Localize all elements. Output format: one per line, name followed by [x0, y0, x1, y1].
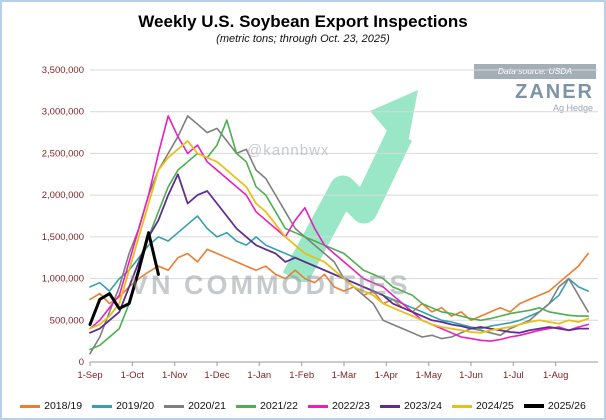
legend-item-2023-24: 2023/24: [379, 400, 442, 412]
series-lines: [88, 115, 590, 355]
y-axis-labels: 0 500,000 1,000,000 1,500,000 2,000,000 2,500…: [42, 65, 84, 368]
series-line-2021-22: [89, 119, 590, 351]
legend-item-2019-20: 2019/20: [92, 400, 154, 412]
series-line-2020-21: [89, 115, 590, 355]
svg-text:0: 0: [79, 357, 84, 368]
zaner-logo: ZANER: [515, 81, 594, 103]
legend-label: 2024/25: [475, 400, 514, 412]
legend-swatch: [92, 404, 113, 408]
svg-text:500,000: 500,000: [50, 315, 84, 326]
legend-item-2024-25: 2024/25: [451, 400, 514, 412]
svg-text:1-Jul: 1-Jul: [503, 370, 524, 381]
legend-label: 2018/19: [44, 400, 83, 412]
legend-item-2018-19: 2018/19: [20, 400, 82, 412]
svg-text:1,500,000: 1,500,000: [42, 232, 84, 243]
legend-label: 2025/26: [547, 400, 586, 412]
svg-text:1-Sep: 1-Sep: [77, 370, 102, 381]
legend-swatch: [308, 404, 328, 408]
data-source-badge: Data source: USDA: [474, 64, 596, 79]
svg-text:1-Dec: 1-Dec: [204, 370, 230, 381]
plot-area: 0 500,000 1,000,000 1,500,000 2,000,000 2,500…: [42, 65, 598, 381]
x-axis-labels: 1-Sep 1-Oct 1-Nov 1-Dec 1-Jan 1-Feb 1-Mar 1-Apr…: [77, 362, 568, 381]
legend-item-2025-26: 2025/26: [523, 400, 586, 412]
legend-item-2022-23: 2022/23: [308, 400, 370, 412]
svg-text:2,000,000: 2,000,000: [42, 190, 84, 201]
series-line-2022-23: [89, 115, 590, 342]
data-source-label: Data source: USDA: [497, 66, 573, 76]
svg-text:3,000,000: 3,000,000: [42, 107, 84, 118]
legend-swatch: [523, 404, 544, 408]
legend-swatch: [164, 404, 185, 408]
legend-label: 2021/22: [260, 400, 298, 412]
svg-text:1-Aug: 1-Aug: [543, 370, 568, 381]
svg-text:2,500,000: 2,500,000: [42, 148, 84, 159]
svg-text:1,000,000: 1,000,000: [42, 274, 84, 285]
series-line-2025-26: [88, 231, 160, 326]
series-line-2018-19: [89, 248, 590, 322]
legend-swatch: [379, 404, 400, 408]
svg-text:1-Jun: 1-Jun: [459, 370, 483, 381]
legend-item-2020-21: 2020/21: [164, 400, 226, 412]
svg-text:1-Mar: 1-Mar: [332, 370, 357, 381]
legend-label: 2022/23: [332, 400, 370, 412]
legend-swatch: [236, 404, 257, 408]
svg-text:3,500,000: 3,500,000: [42, 65, 84, 76]
svg-text:1-Jan: 1-Jan: [247, 370, 271, 381]
chart-legend: 2018/19 2019/20 2020/21 2021/22 2022/23 2023/…: [2, 400, 604, 412]
legend-item-2021-22: 2021/22: [236, 400, 298, 412]
page-title: Weekly U.S. Soybean Export Inspections: [138, 12, 468, 31]
svg-text:1-Apr: 1-Apr: [375, 370, 398, 381]
gridlines: [90, 69, 598, 363]
page-subtitle: (metric tons; through Oct. 23, 2025): [216, 33, 390, 45]
svg-text:1-Feb: 1-Feb: [289, 370, 314, 381]
legend-label: 2020/21: [188, 400, 227, 412]
legend-label: 2023/24: [403, 400, 442, 412]
svg-text:1-Nov: 1-Nov: [162, 370, 188, 381]
series-line-2019-20: [89, 215, 590, 330]
legend-label: 2019/20: [116, 400, 155, 412]
plot-wrap: 0 500,000 1,000,000 1,500,000 2,000,000 2,500…: [2, 57, 604, 392]
svg-text:1-Oct: 1-Oct: [121, 370, 145, 381]
legend-swatch: [451, 404, 472, 408]
svg-text:1-May: 1-May: [415, 370, 442, 381]
zaner-sublabel: Ag Hedge: [552, 103, 593, 113]
legend-swatch: [20, 404, 41, 408]
